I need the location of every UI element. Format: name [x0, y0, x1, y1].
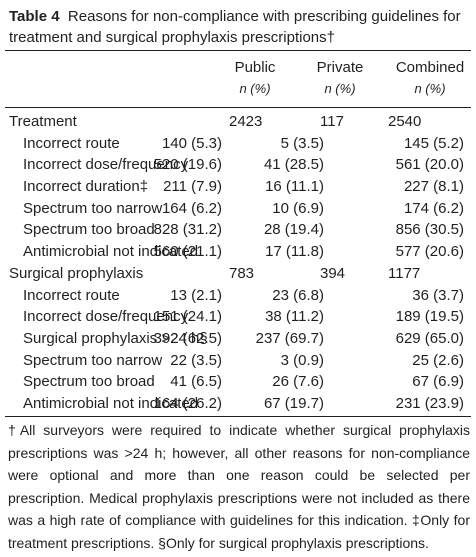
row-label: Spectrum too broad — [23, 221, 155, 239]
table-row: Incorrect route 140 (5.3) 5 (3.5) 145 (5… — [0, 133, 476, 155]
table-row: Antimicrobial not indicated 560 (21.1) 1… — [0, 241, 476, 263]
row-label: Spectrum too narrow — [23, 199, 163, 217]
table-row: Spectrum too broad 41 (6.5) 26 (7.6) 67 … — [0, 371, 476, 393]
column-subheader-private: n (%) — [324, 81, 356, 96]
cell-public: 140 (5.3) — [161, 134, 222, 152]
row-label: Incorrect route — [23, 134, 120, 152]
row-label: Incorrect duration‡ — [23, 178, 149, 196]
table-label: Table 4 — [9, 8, 60, 25]
cell-public: 41 (6.5) — [170, 373, 222, 391]
cell-private: 38 (11.2) — [265, 308, 324, 326]
row-label: Spectrum too broad — [23, 373, 155, 391]
row-label: Incorrect route — [23, 286, 120, 304]
cell-private: 17 (11.8) — [265, 243, 324, 261]
top-rule — [5, 50, 471, 51]
cell-combined: 227 (8.1) — [403, 178, 464, 196]
cell-public: 560 (21.1) — [153, 243, 222, 261]
table-row: Surgical prophylaxis >24 h§ 392 (62.5) 2… — [0, 328, 476, 350]
table-row: Incorrect duration‡ 211 (7.9) 16 (11.1) … — [0, 176, 476, 198]
cell-combined: 145 (5.2) — [403, 134, 464, 152]
cell-combined: 561 (20.0) — [395, 156, 464, 174]
column-subheader-public: n (%) — [239, 81, 271, 96]
column-header-combined: Combined — [395, 59, 465, 76]
cell-public: 392 (62.5) — [153, 329, 222, 347]
cell-public: 22 (3.5) — [170, 351, 222, 369]
cell-private: 26 (7.6) — [272, 373, 324, 391]
cell-combined: 1177 — [388, 264, 421, 282]
cell-public: 211 (7.9) — [163, 178, 222, 196]
cell-private: 394 — [320, 264, 346, 282]
cell-combined: 25 (2.6) — [412, 351, 464, 369]
cell-combined: 629 (65.0) — [395, 329, 464, 347]
cell-public: 783 — [229, 264, 255, 282]
table-caption: Table 4 Reasons for non-compliance with … — [9, 6, 469, 48]
row-label: Antimicrobial not indicated — [23, 394, 199, 412]
table-footnote: †All surveyors were required to indicate… — [8, 422, 470, 551]
row-label: Antimicrobial not indicated — [23, 243, 199, 261]
row-label: Surgical prophylaxis — [9, 264, 144, 282]
cell-public: 164 (6.2) — [161, 199, 222, 217]
cell-combined: 189 (19.5) — [395, 308, 464, 326]
cell-combined: 577 (20.6) — [395, 243, 464, 261]
cell-combined: 67 (6.9) — [412, 373, 464, 391]
cell-private: 16 (11.1) — [265, 178, 324, 196]
cell-public: 151 (24.1) — [153, 308, 222, 326]
bottom-rule — [5, 416, 471, 417]
cell-combined: 2540 — [388, 113, 422, 130]
cell-private: 67 (19.7) — [263, 394, 324, 412]
table-title: Reasons for non-compliance with prescrib… — [9, 8, 461, 46]
table-row-treatment: Treatment 2423 117 2540 — [0, 111, 476, 133]
table-row: Incorrect route 13 (2.1) 23 (6.8) 36 (3.… — [0, 285, 476, 307]
row-label: Incorrect dose/frequency — [23, 308, 189, 326]
cell-private: 10 (6.9) — [272, 199, 324, 217]
table-row: Spectrum too narrow 164 (6.2) 10 (6.9) 1… — [0, 198, 476, 220]
table-row: Antimicrobial not indicated 164 (26.2) 6… — [0, 393, 476, 415]
cell-combined: 36 (3.7) — [412, 286, 464, 304]
cell-public: 164 (26.2) — [153, 394, 222, 412]
row-label: Incorrect dose/frequency — [23, 156, 189, 174]
table-row: Incorrect dose/frequency 151 (24.1) 38 (… — [0, 306, 476, 328]
cell-public: 13 (2.1) — [170, 286, 222, 304]
cell-combined: 856 (30.5) — [395, 221, 464, 239]
cell-public: 520 (19.6) — [153, 156, 222, 174]
column-header-private: Private — [316, 59, 364, 76]
cell-private: 3 (0.9) — [280, 351, 324, 369]
cell-public: 2423 — [229, 113, 263, 130]
column-subheader-combined: n (%) — [414, 81, 446, 96]
cell-private: 5 (3.5) — [280, 134, 324, 152]
row-label: Surgical prophylaxis >24 h§ — [23, 329, 208, 347]
header-rule — [5, 107, 471, 108]
cell-combined: 174 (6.2) — [403, 199, 464, 217]
cell-private: 41 (28.5) — [263, 156, 324, 174]
cell-private: 237 (69.7) — [255, 329, 324, 347]
table-body: Treatment 2423 117 2540 Incorrect route … — [0, 111, 476, 415]
cell-private: 23 (6.8) — [272, 286, 324, 304]
row-label: Treatment — [9, 113, 77, 130]
cell-private: 28 (19.4) — [263, 221, 324, 239]
table-row-surgical-prophylaxis: Surgical prophylaxis 783 394 1177 — [0, 263, 476, 285]
table-row: Incorrect dose/frequency 520 (19.6) 41 (… — [0, 154, 476, 176]
cell-public: 828 (31.2) — [153, 221, 222, 239]
table-row: Spectrum too narrow 22 (3.5) 3 (0.9) 25 … — [0, 350, 476, 372]
column-header-public: Public — [234, 59, 276, 76]
row-label: Spectrum too narrow — [23, 351, 163, 369]
cell-private: 117 — [320, 113, 344, 130]
cell-combined: 231 (23.9) — [395, 394, 464, 412]
table-row: Spectrum too broad 828 (31.2) 28 (19.4) … — [0, 219, 476, 241]
